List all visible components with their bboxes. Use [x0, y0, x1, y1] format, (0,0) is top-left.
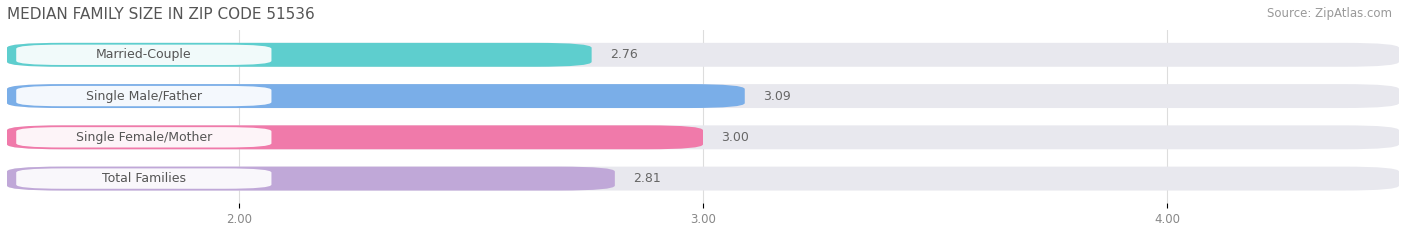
FancyBboxPatch shape	[7, 125, 703, 149]
FancyBboxPatch shape	[7, 43, 592, 67]
Text: Source: ZipAtlas.com: Source: ZipAtlas.com	[1267, 7, 1392, 20]
FancyBboxPatch shape	[7, 84, 745, 108]
Text: 2.76: 2.76	[610, 48, 638, 61]
Text: MEDIAN FAMILY SIZE IN ZIP CODE 51536: MEDIAN FAMILY SIZE IN ZIP CODE 51536	[7, 7, 315, 22]
FancyBboxPatch shape	[7, 43, 1399, 67]
Text: 3.00: 3.00	[721, 131, 749, 144]
FancyBboxPatch shape	[7, 84, 1399, 108]
Text: 2.81: 2.81	[633, 172, 661, 185]
FancyBboxPatch shape	[7, 167, 1399, 191]
Text: 3.09: 3.09	[763, 89, 792, 103]
Text: Single Female/Mother: Single Female/Mother	[76, 131, 212, 144]
FancyBboxPatch shape	[17, 127, 271, 147]
FancyBboxPatch shape	[7, 125, 1399, 149]
FancyBboxPatch shape	[17, 86, 271, 106]
FancyBboxPatch shape	[17, 45, 271, 65]
FancyBboxPatch shape	[17, 168, 271, 189]
Text: Single Male/Father: Single Male/Father	[86, 89, 202, 103]
FancyBboxPatch shape	[7, 167, 614, 191]
Text: Total Families: Total Families	[101, 172, 186, 185]
Text: Married-Couple: Married-Couple	[96, 48, 191, 61]
